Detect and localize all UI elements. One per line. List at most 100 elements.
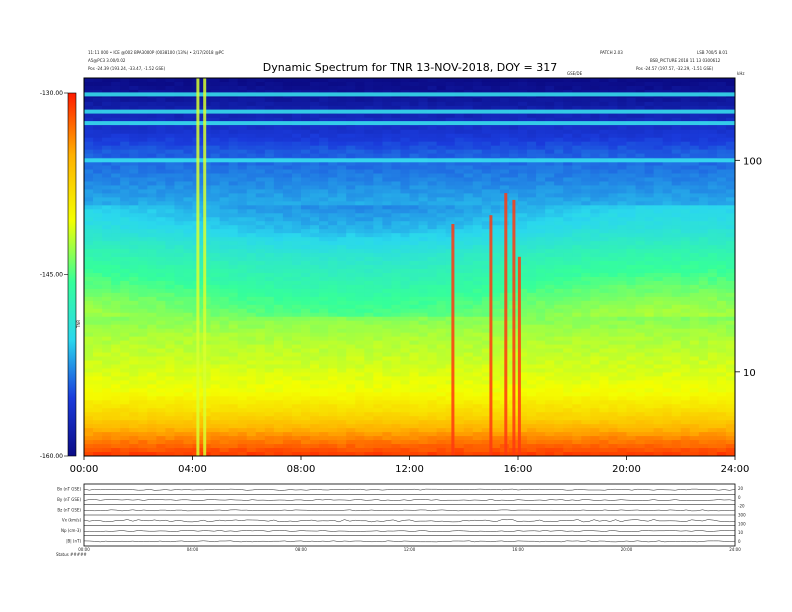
spectro-cell	[481, 137, 492, 143]
spectro-cell	[671, 288, 682, 294]
spectro-cell	[581, 348, 591, 353]
spectro-cell	[246, 141, 257, 147]
spectro-cell	[400, 308, 410, 314]
spectro-cell	[454, 300, 465, 306]
spectro-cell	[454, 272, 465, 278]
spectro-cell	[246, 261, 257, 266]
spectro-cell	[373, 89, 383, 95]
spectro-cell	[373, 320, 383, 326]
spectro-cell	[445, 265, 456, 270]
spectro-cell	[554, 213, 564, 218]
spectro-cell	[572, 185, 582, 190]
spectro-cell	[301, 193, 311, 198]
spectro-cell	[102, 149, 112, 154]
spectro-cell	[599, 292, 609, 298]
spectro-cell	[382, 324, 392, 330]
spectro-cell	[246, 81, 257, 87]
spectro-cell	[301, 268, 311, 274]
spectro-cell	[599, 117, 609, 123]
spectro-cell	[156, 320, 166, 326]
spectro-cell	[698, 197, 709, 202]
spectro-cell	[698, 316, 709, 322]
spectro-cell	[84, 145, 94, 151]
spectro-cell	[400, 225, 410, 230]
spectro-cell	[707, 201, 718, 206]
spectro-cell	[364, 253, 374, 258]
spectro-cell	[599, 276, 609, 282]
spectro-cell	[626, 308, 636, 314]
spectro-cell	[346, 284, 356, 290]
spectro-cell	[563, 81, 573, 87]
spectro-cell	[680, 161, 691, 166]
spectro-cell	[508, 145, 519, 151]
spectro-cell	[174, 280, 184, 286]
spectro-cell	[518, 161, 528, 166]
spectro-cell	[644, 113, 655, 119]
spectro-cell	[273, 344, 284, 349]
spectro-cell	[698, 328, 709, 334]
spectro-cell	[129, 292, 139, 298]
spectro-cell	[707, 241, 718, 246]
spectro-cell	[84, 173, 94, 178]
spectro-cell	[409, 217, 419, 222]
spectro-cell	[183, 169, 193, 174]
spectro-cell	[653, 133, 664, 139]
spectro-cell	[644, 181, 655, 186]
spectro-cell	[400, 105, 410, 111]
spectro-cell	[282, 221, 293, 226]
spectro-cell	[490, 193, 501, 198]
spectro-cell	[662, 344, 673, 349]
spectro-cell	[698, 149, 709, 154]
spectro-cell	[310, 253, 320, 258]
spectro-cell	[644, 261, 655, 266]
spectro-cell	[346, 89, 356, 95]
spectro-cell	[102, 332, 112, 338]
spectro-cell	[129, 336, 139, 342]
spectro-cell	[129, 320, 139, 326]
spectro-cell	[346, 288, 356, 294]
spectro-cell	[554, 189, 564, 194]
spectro-cell	[599, 288, 609, 294]
spectro-cell	[337, 280, 347, 286]
spectro-cell	[183, 288, 193, 294]
spectro-cell	[581, 185, 591, 190]
spectro-cell	[454, 249, 465, 254]
spectro-cell	[689, 276, 700, 282]
spectro-cell	[418, 284, 428, 290]
spectro-cell	[373, 272, 383, 278]
spectro-cell	[472, 153, 483, 158]
spectro-cell	[93, 261, 103, 266]
spectro-cell	[409, 340, 419, 345]
spectro-cell	[599, 280, 609, 286]
spectro-cell	[310, 113, 320, 119]
spectro-cell	[310, 145, 320, 151]
spectro-cell	[707, 320, 718, 326]
spectro-cell	[319, 237, 329, 242]
spectro-cell	[463, 280, 474, 286]
spectro-cell	[319, 97, 329, 103]
spectro-cell	[626, 125, 636, 131]
spectro-cell	[590, 181, 600, 186]
spectro-cell	[201, 344, 211, 349]
spectro-cell	[545, 205, 555, 210]
spectro-cell	[174, 133, 184, 139]
spectro-cell	[84, 181, 94, 186]
spectro-cell	[454, 280, 465, 286]
spectro-cell	[246, 257, 257, 262]
spectro-cell	[174, 85, 184, 91]
spectro-cell	[174, 304, 184, 310]
spectro-cell	[599, 197, 609, 202]
spectro-cell	[129, 261, 139, 266]
spectro-cell	[291, 141, 302, 147]
spectro-cell	[644, 85, 655, 91]
spectro-cell	[481, 78, 492, 83]
spectro-cell	[653, 340, 664, 345]
spectro-cell	[382, 169, 392, 174]
spectro-cell	[617, 280, 627, 286]
spectro-cell	[554, 137, 564, 143]
spectro-cell	[328, 117, 338, 123]
spectro-cell	[382, 253, 392, 258]
spectro-cell	[572, 129, 582, 135]
spectro-cell	[237, 272, 248, 278]
spectro-cell	[210, 117, 221, 123]
